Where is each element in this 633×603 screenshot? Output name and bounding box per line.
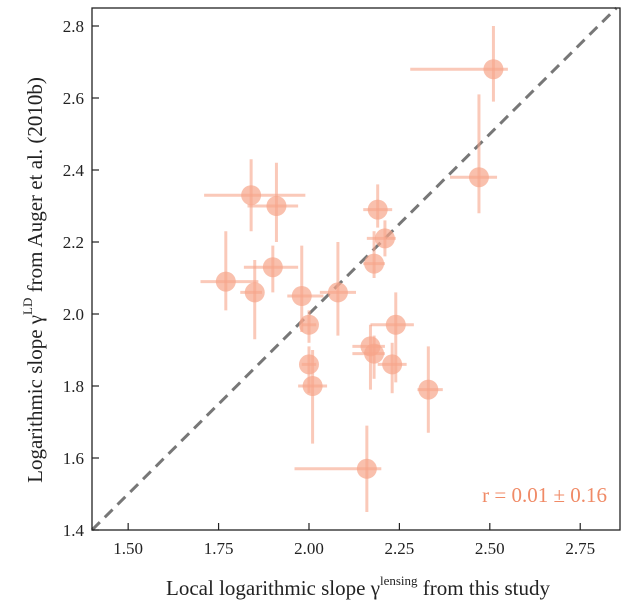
reference-line-layer — [90, 6, 618, 532]
y-axis-title-suffix: from Auger et al. (2010b) — [23, 77, 47, 297]
x-axis-title-suffix: from this study — [418, 576, 551, 600]
data-point — [364, 343, 385, 364]
data-point — [327, 282, 348, 303]
data-point — [215, 271, 236, 292]
data-point — [468, 167, 489, 188]
x-tick-label: 2.50 — [475, 539, 505, 558]
y-tick-label: 2.4 — [63, 161, 85, 180]
data-point — [298, 314, 319, 335]
y-tick-label: 1.4 — [63, 521, 85, 540]
x-axis-title: Local logarithmic slope γlensing from th… — [166, 573, 550, 600]
data-point — [302, 376, 323, 396]
data-point — [266, 196, 287, 216]
data-point — [382, 354, 403, 375]
y-tick-label: 2.6 — [63, 89, 84, 108]
data-point — [367, 199, 388, 220]
data-point — [298, 354, 319, 375]
correlation-annotation: r = 0.01 ± 0.16 — [482, 483, 607, 507]
y-tick-label: 1.8 — [63, 377, 84, 396]
data-point — [385, 314, 406, 335]
data-point — [262, 257, 283, 278]
y-axis-title-sup: LD — [20, 298, 35, 315]
x-tick-label: 2.00 — [294, 539, 324, 558]
x-tick-label: 2.75 — [565, 539, 595, 558]
data-point — [364, 253, 385, 274]
plot-frame — [91, 7, 621, 531]
y-tick-label: 2.2 — [63, 233, 84, 252]
data-point — [418, 379, 439, 400]
tick-layer: 1.50 1.75 2.00 2.25 2.50 2.75 1.4 1.6 1.8 2.0 2.2 2… — [63, 17, 595, 558]
data-point — [241, 185, 262, 206]
one-to-one-reference-line — [90, 6, 618, 532]
data-point — [244, 282, 265, 303]
data-point — [483, 59, 504, 80]
y-axis-title: Logarithmic slope γLD from Auger et al. … — [20, 77, 47, 483]
x-axis-title-sup: lensing — [380, 573, 418, 588]
y-axis-title-main: Logarithmic slope γ — [23, 315, 47, 483]
y-tick-label: 2.8 — [63, 17, 84, 36]
y-tick-label: 1.6 — [63, 449, 84, 468]
x-tick-label: 1.75 — [204, 539, 234, 558]
x-tick-label: 1.50 — [113, 539, 143, 558]
data-point — [374, 228, 395, 249]
x-tick-label: 2.25 — [385, 539, 415, 558]
data-point-layer — [215, 59, 504, 479]
data-point — [356, 458, 377, 479]
y-tick-label: 2.0 — [63, 305, 84, 324]
data-point — [291, 286, 312, 306]
x-axis-title-main: Local logarithmic slope γ — [166, 576, 380, 600]
